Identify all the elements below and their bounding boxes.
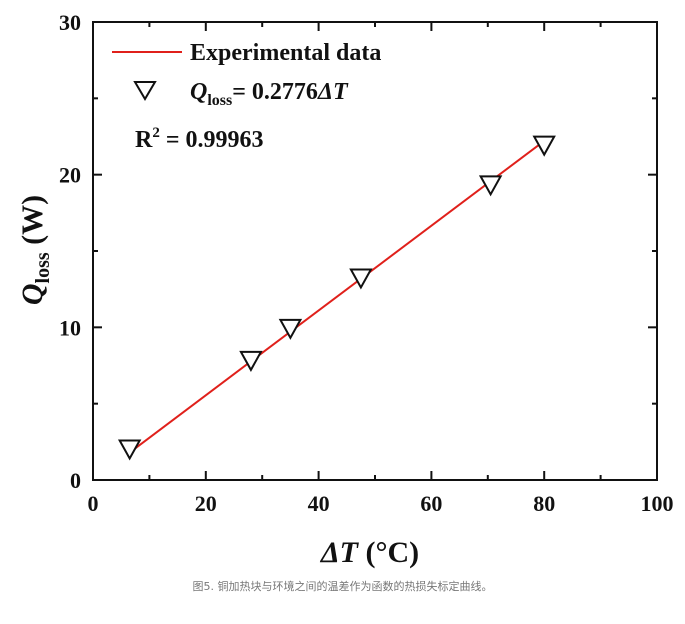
legend-q-sub: loss [207, 92, 232, 109]
data-point-marker [239, 350, 263, 372]
data-point-marker [117, 439, 142, 461]
legend-marker-label: Qloss= 0.2776ΔT [190, 79, 349, 109]
r-sup: 2 [152, 125, 160, 141]
x-tick-label: 80 [533, 491, 555, 516]
x-tick-label: 0 [88, 491, 99, 516]
y-tick-label: 10 [59, 315, 81, 340]
data-point-marker [349, 268, 373, 290]
x-axis-unit: (°C) [358, 536, 419, 569]
fit-line [129, 140, 545, 454]
x-tick-label: 60 [420, 491, 442, 516]
x-axis-symbol: ΔT [320, 536, 360, 569]
legend-q-rest: = 0.2776 [232, 79, 318, 105]
r-prefix: R [135, 127, 153, 153]
plot-frame [92, 21, 658, 481]
legend-q-symbol: Q [190, 79, 207, 105]
x-tick-label: 20 [195, 491, 217, 516]
legend: Experimental data Qloss= 0.2776ΔT R2 = 0… [112, 40, 381, 153]
r-rest: = 0.99963 [160, 127, 264, 153]
x-axis-title: ΔT (°C) [320, 536, 419, 569]
data-point-marker [532, 135, 556, 157]
y-tick-label: 30 [59, 10, 81, 35]
data-point-marker [278, 318, 303, 340]
legend-triangle-marker [133, 81, 157, 101]
y-axis-sub: loss [32, 252, 54, 283]
y-axis-title: Qloss (W) [16, 195, 54, 305]
x-tick-label: 100 [641, 491, 674, 516]
x-tick-label: 40 [308, 491, 330, 516]
data-point-marker [478, 175, 503, 197]
legend-q-var: ΔT [317, 79, 349, 105]
y-tick-label: 20 [59, 163, 81, 188]
legend-line-label: Experimental data [190, 40, 381, 66]
y-tick-label: 0 [70, 468, 81, 493]
figure-caption: 图5. 铜加热块与环境之间的温差作为函数的热损失标定曲线。 [192, 580, 493, 593]
chart: 0 20 40 60 80 100 0 10 20 30 Experimental data Ql… [16, 10, 674, 569]
y-axis-unit: (W) [16, 195, 49, 252]
y-axis-symbol: Q [16, 283, 49, 305]
r-squared-annotation: R2 = 0.99963 [135, 125, 264, 153]
